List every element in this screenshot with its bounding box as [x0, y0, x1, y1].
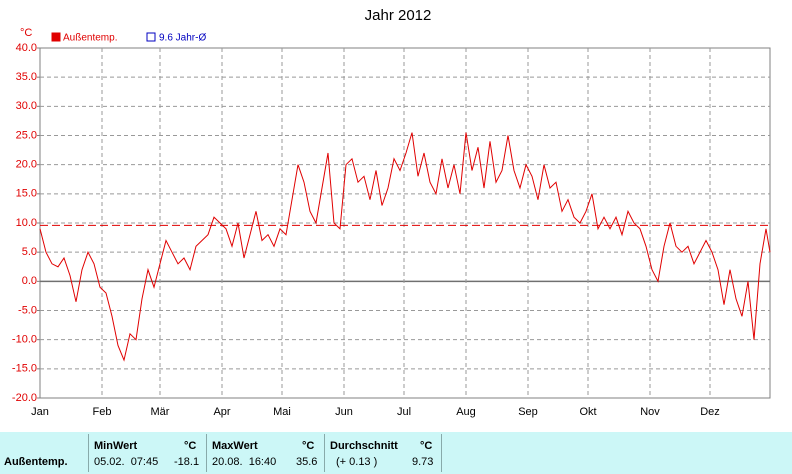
legend-swatch	[146, 32, 156, 42]
x-tick-label: Okt	[579, 406, 596, 418]
y-tick-label: -10.0	[12, 334, 37, 346]
header: MinWert	[94, 440, 138, 452]
cell: 20.08. 16:40	[212, 456, 277, 468]
y-tick-label: -5.0	[18, 304, 37, 316]
x-tick-label: Apr	[213, 406, 230, 418]
cell: -18.1	[174, 456, 200, 468]
header: °C	[420, 440, 433, 452]
cell: 05.02. 07:45	[94, 456, 159, 468]
x-tick-label: Nov	[640, 406, 660, 418]
separator	[324, 434, 325, 472]
separator	[88, 434, 89, 472]
separator	[206, 434, 207, 472]
y-tick-label: 0.0	[22, 275, 37, 287]
legend-label: Außentemp.	[63, 33, 117, 44]
x-tick-label: Jun	[335, 406, 353, 418]
stats-table: Außentemp. MinWert °C MaxWert °C Durchsc…	[0, 432, 792, 474]
x-tick-label: Feb	[93, 406, 112, 418]
chart-title: Jahr 2012	[365, 7, 432, 24]
header: Durchschnitt	[330, 440, 398, 452]
header: MaxWert	[212, 440, 258, 452]
y-tick-label: 30.0	[16, 100, 37, 112]
x-tick-label: Jan	[31, 406, 49, 418]
x-tick-label: Mär	[151, 406, 170, 418]
header: °C	[184, 440, 197, 452]
y-tick-label: 25.0	[16, 129, 37, 141]
x-tick-label: Dez	[700, 406, 720, 418]
chart: Jahr 2012 °C 40.0 35.0 30.0 25.0 20.0 15.0 10.…	[12, 7, 771, 418]
y-tick-label: 5.0	[22, 246, 37, 258]
x-tick-label: Aug	[456, 406, 476, 418]
y-tick-label: 10.0	[16, 217, 37, 229]
cell: (+ 0.13 )	[336, 456, 378, 468]
cell: 9.73	[412, 456, 434, 468]
y-unit: °C	[20, 27, 32, 39]
x-tick-label: Jul	[397, 406, 411, 418]
y-tick-label: 15.0	[16, 188, 37, 200]
y-tick-label: 20.0	[16, 159, 37, 171]
data-line	[39, 132, 771, 362]
y-tick-label: 35.0	[16, 71, 37, 83]
legend-label: 9.6 Jahr-Ø	[159, 33, 206, 44]
cell: 35.6	[296, 456, 318, 468]
row-label: Außentemp.	[4, 456, 68, 468]
header: °C	[302, 440, 315, 452]
y-tick-label: -15.0	[12, 363, 37, 375]
y-tick-label: 40.0	[16, 42, 37, 54]
x-tick-label: Sep	[518, 406, 538, 418]
y-tick-label: -20.0	[12, 392, 37, 404]
legend-swatch	[51, 32, 61, 42]
separator	[441, 434, 442, 472]
x-tick-label: Mai	[273, 406, 291, 418]
